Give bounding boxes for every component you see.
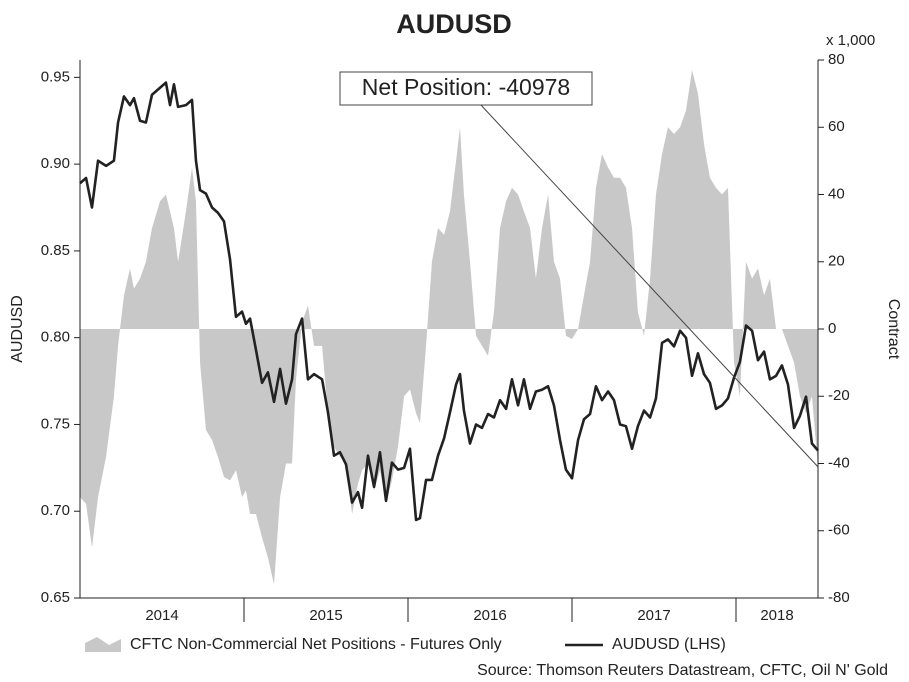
legend-label: CFTC Non-Commercial Net Positions - Futu… xyxy=(130,636,502,653)
legend-label: AUDUSD (LHS) xyxy=(612,636,726,653)
y2-unit: x 1,000 xyxy=(826,32,875,49)
audusd-line xyxy=(79,81,819,522)
y2-tick-label: 20 xyxy=(828,253,845,270)
source-note: Source: Thomson Reuters Datastream, CFTC… xyxy=(477,662,888,679)
y-tick-label: 0.70 xyxy=(41,502,70,519)
y2-tick-label: 60 xyxy=(828,118,845,135)
legend-swatch xyxy=(85,637,121,652)
y2-tick-label: -20 xyxy=(828,387,850,404)
y-tick-label: 0.80 xyxy=(41,329,70,346)
y-axis-label: AUDUSD xyxy=(9,295,26,363)
y-tick-label: 0.85 xyxy=(41,242,70,259)
y2-tick-label: -40 xyxy=(828,454,850,471)
net-position-area xyxy=(80,70,818,585)
y-tick-label: 0.90 xyxy=(41,155,70,172)
y2-tick-label: -80 xyxy=(828,589,850,606)
x-tick-label: 2015 xyxy=(309,607,342,624)
chart-title: AUDUSD xyxy=(396,9,512,39)
y-tick-label: 0.75 xyxy=(41,415,70,432)
x-tick-label: 2016 xyxy=(473,607,506,624)
y2-tick-label: 80 xyxy=(828,51,845,68)
x-tick-label: 2018 xyxy=(760,607,793,624)
y2-axis-label: Contract xyxy=(885,299,902,360)
y2-tick-label: 0 xyxy=(828,320,836,337)
y2-tick-label: 40 xyxy=(828,185,845,202)
x-tick-label: 2017 xyxy=(637,607,670,624)
annotation-leader xyxy=(479,103,819,468)
y-tick-label: 0.65 xyxy=(41,589,70,606)
y-tick-label: 0.95 xyxy=(41,68,70,85)
x-tick-label: 2014 xyxy=(145,607,178,624)
y2-tick-label: -60 xyxy=(828,522,850,539)
annotation-box xyxy=(339,71,593,106)
annotation-text: Net Position: -40978 xyxy=(362,74,570,100)
